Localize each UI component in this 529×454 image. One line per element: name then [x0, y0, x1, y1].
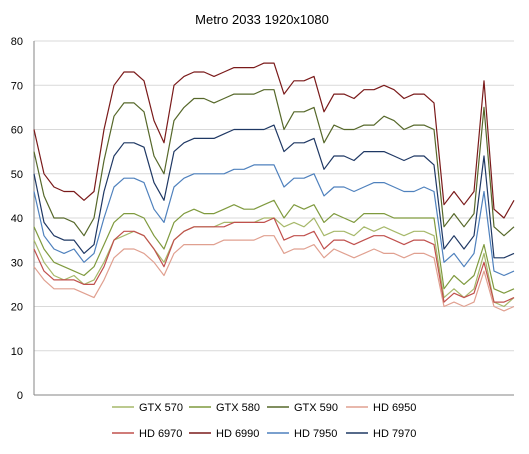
legend-label: HD 6950	[373, 402, 416, 414]
chart-title: Metro 2033 1920x1080	[195, 12, 329, 27]
legend-label: HD 6970	[139, 428, 182, 440]
legend-item: HD 7970	[346, 428, 416, 440]
series-layer	[33, 62, 515, 312]
y-tick-label: 0	[17, 390, 23, 402]
y-tick-label: 40	[11, 213, 23, 225]
series-line-hd-6990	[33, 62, 515, 219]
legend-label: GTX 570	[139, 402, 183, 414]
legend-label: HD 7950	[294, 428, 337, 440]
y-tick-label: 10	[11, 346, 23, 358]
legend-item: HD 6950	[346, 402, 416, 414]
legend-label: GTX 580	[216, 402, 260, 414]
legend-item: GTX 570	[112, 402, 183, 414]
legend-label: GTX 590	[294, 402, 338, 414]
y-tick-label: 50	[11, 169, 23, 181]
y-tick-label: 60	[11, 125, 23, 137]
series-line-hd-6950	[33, 235, 515, 312]
legend-item: HD 6970	[112, 428, 182, 440]
legend-label: HD 6990	[216, 428, 259, 440]
series-line-hd-7970	[33, 124, 515, 259]
series-line-hd-6970	[33, 217, 515, 303]
legend: GTX 570 GTX 580 GTX 590 HD 6950 HD 6970 HD 69…	[112, 402, 416, 440]
legend-item: HD 6990	[189, 428, 259, 440]
legend-item: HD 7950	[267, 428, 337, 440]
series-line-gtx-580	[33, 199, 515, 294]
series-line-hd-7950	[33, 164, 515, 277]
legend-item: GTX 580	[189, 402, 260, 414]
legend-item: GTX 590	[267, 402, 338, 414]
series-line-gtx-590	[33, 89, 515, 237]
y-axis: 0 10 20 30 40 50 60 70 80	[11, 36, 514, 402]
y-tick-label: 70	[11, 80, 23, 92]
legend-label: HD 7970	[373, 428, 416, 440]
y-tick-label: 20	[11, 302, 23, 314]
y-tick-label: 80	[11, 36, 23, 48]
y-tick-label: 30	[11, 257, 23, 269]
